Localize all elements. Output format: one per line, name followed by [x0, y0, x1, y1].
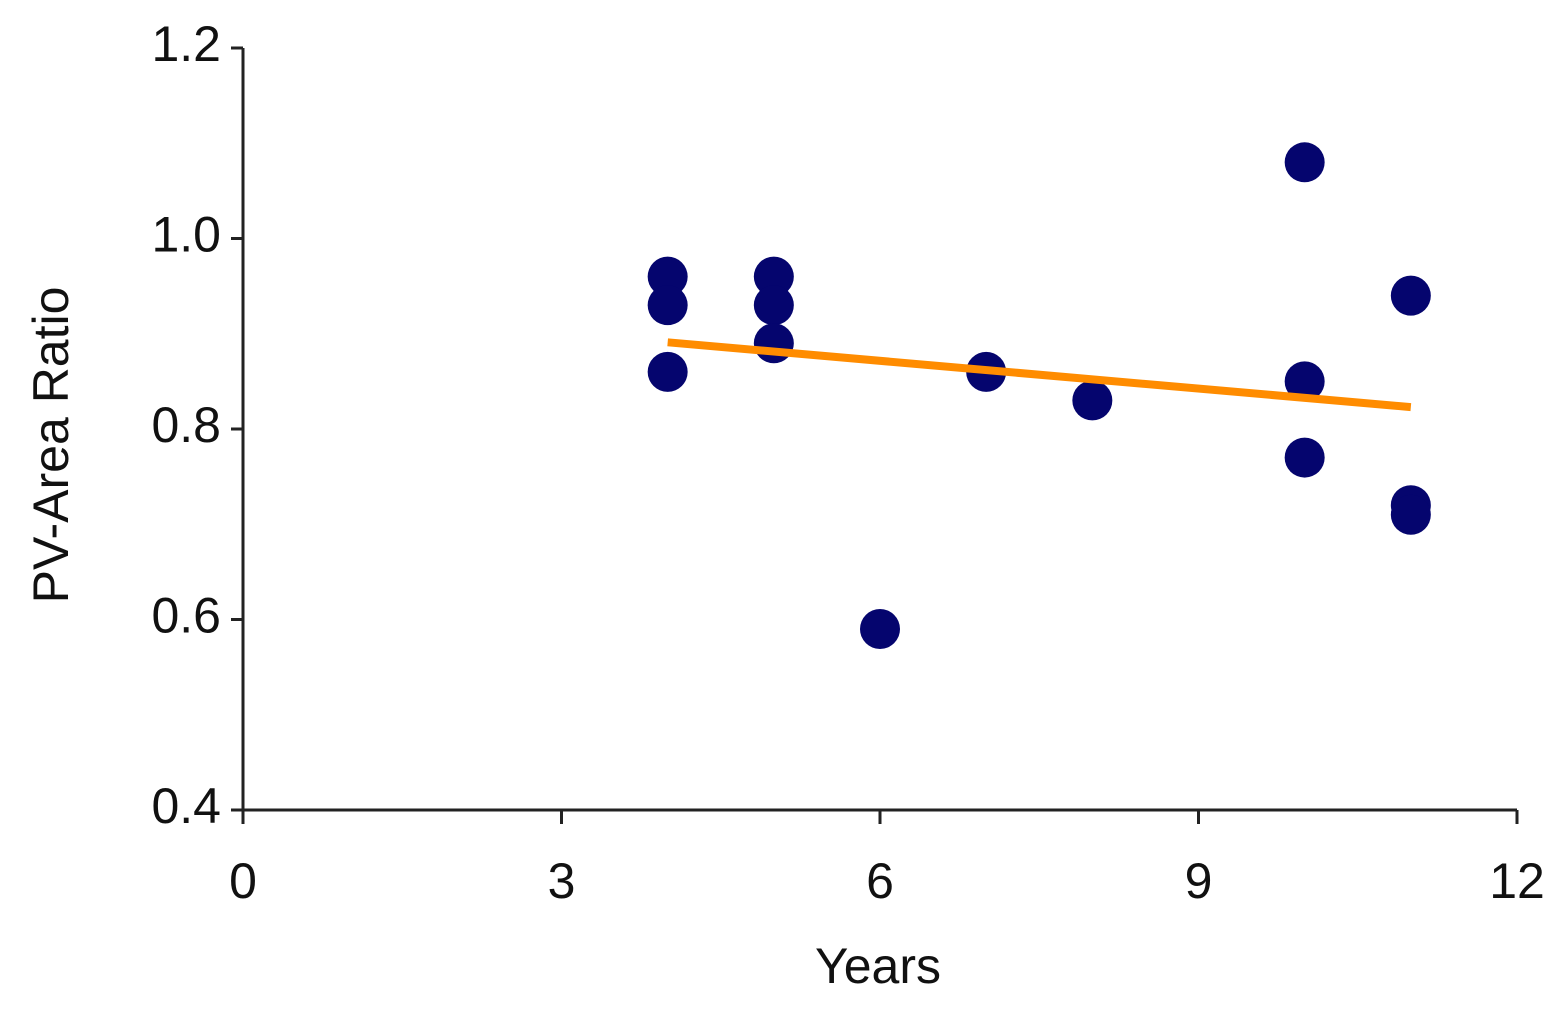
point	[1284, 142, 1325, 183]
y-tick-label: 0.6	[151, 588, 221, 644]
point	[753, 256, 794, 297]
y-tick-label: 0.4	[151, 778, 221, 834]
point	[647, 351, 688, 392]
x-tick-label: 3	[548, 853, 576, 909]
y-tick-label: 1.0	[151, 207, 221, 263]
x-axis-label: Years	[815, 938, 941, 994]
y-tick-label: 1.2	[151, 16, 221, 72]
point	[1390, 275, 1431, 316]
point	[753, 285, 794, 326]
point	[1284, 437, 1325, 478]
point	[647, 285, 688, 326]
point	[1072, 380, 1113, 421]
point	[1284, 361, 1325, 402]
point	[860, 609, 900, 650]
x-tick-label: 0	[229, 853, 257, 909]
point	[647, 256, 688, 297]
point	[753, 323, 794, 364]
x-tick-label: 9	[1185, 853, 1213, 909]
trend-line	[667, 338, 1412, 412]
y-tick-label: 0.8	[151, 397, 221, 453]
point	[1390, 494, 1431, 535]
x-tick-label: 12	[1489, 853, 1545, 909]
x-tick-label: 6	[866, 853, 894, 909]
y-axis-label: PV-Area Ratio	[23, 287, 79, 604]
